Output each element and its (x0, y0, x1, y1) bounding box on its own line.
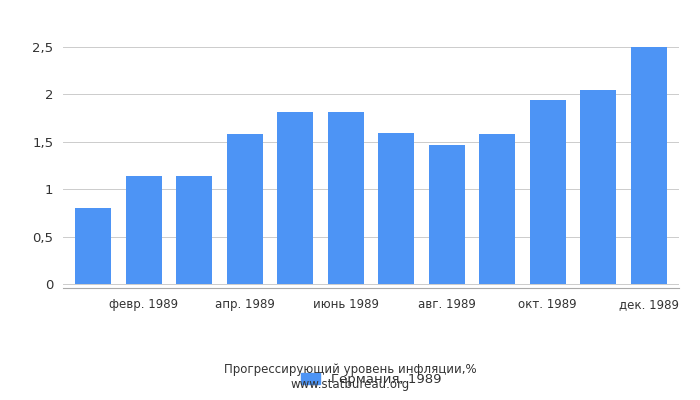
Bar (75, 208, 111, 284)
Bar (328, 112, 364, 284)
Bar (479, 134, 515, 284)
Bar (529, 100, 566, 284)
Legend: Германия, 1989: Германия, 1989 (295, 367, 447, 391)
Bar (631, 47, 667, 284)
Text: www.statbureau.org: www.statbureau.org (290, 378, 410, 391)
Bar (227, 134, 263, 284)
Bar (428, 145, 465, 284)
Bar (125, 176, 162, 284)
Bar (378, 133, 414, 284)
Bar (277, 112, 314, 284)
Text: Прогрессирующий уровень инфляции,%: Прогрессирующий уровень инфляции,% (224, 364, 476, 376)
Bar (580, 90, 617, 284)
Bar (176, 176, 213, 284)
